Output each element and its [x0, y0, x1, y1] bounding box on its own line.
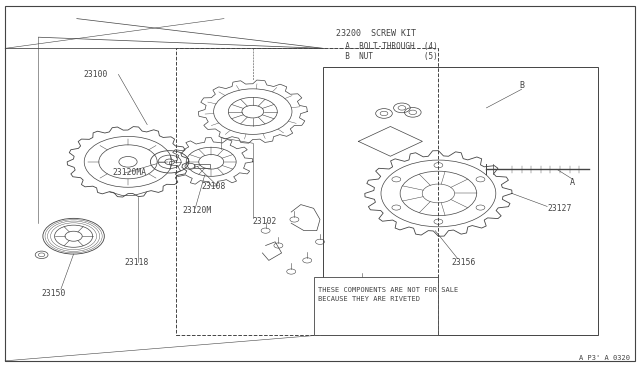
- Text: 23120M: 23120M: [182, 206, 212, 215]
- Text: B: B: [519, 81, 524, 90]
- Bar: [314, 277, 438, 335]
- Bar: [176, 48, 438, 335]
- Text: B  NUT           (5): B NUT (5): [336, 52, 438, 61]
- Bar: [323, 67, 598, 335]
- Text: 23124: 23124: [346, 295, 370, 304]
- Text: 23102: 23102: [253, 217, 277, 226]
- Text: 23156: 23156: [451, 258, 476, 267]
- Text: THESE COMPONENTS ARE NOT FOR SALE: THESE COMPONENTS ARE NOT FOR SALE: [318, 287, 458, 293]
- Text: A: A: [570, 178, 575, 187]
- Bar: [194, 164, 210, 168]
- Text: 23200  SCREW KIT: 23200 SCREW KIT: [336, 29, 416, 38]
- Text: 23108: 23108: [202, 182, 226, 190]
- Text: A  BOLT-THROUGH  (4): A BOLT-THROUGH (4): [336, 42, 438, 51]
- Text: 23127: 23127: [547, 204, 572, 213]
- Text: 23118: 23118: [125, 258, 149, 267]
- Text: BECAUSE THEY ARE RIVETED: BECAUSE THEY ARE RIVETED: [318, 296, 420, 302]
- Text: 23120MA: 23120MA: [112, 169, 146, 177]
- Text: A P3' A 0320: A P3' A 0320: [579, 355, 630, 361]
- Text: 23100: 23100: [83, 70, 108, 79]
- Text: 23150: 23150: [42, 289, 66, 298]
